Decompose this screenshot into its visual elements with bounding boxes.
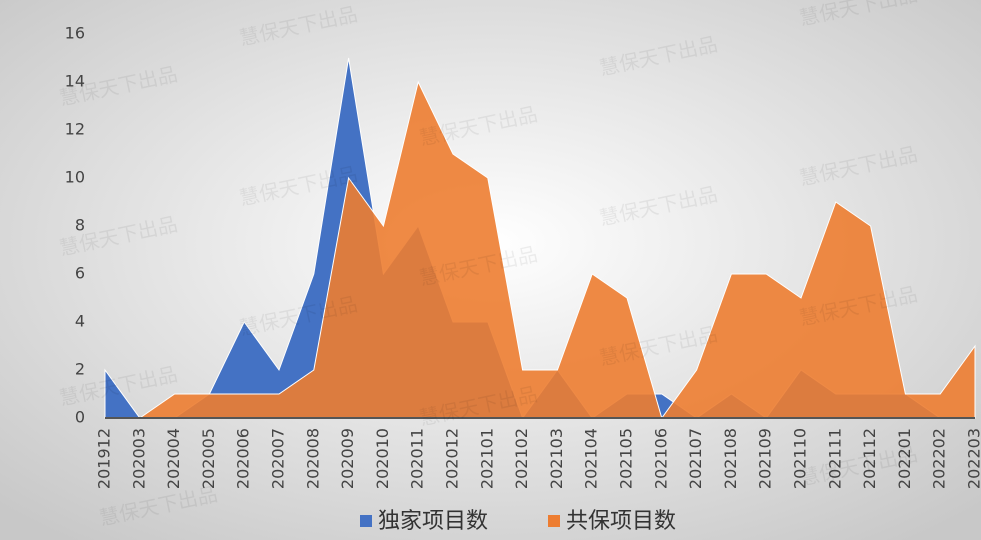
x-tick-label: 202110 [791,428,810,489]
x-tick-label: 202111 [825,428,844,489]
x-tick-label: 202112 [860,428,879,489]
x-tick-label: 202006 [234,428,253,489]
y-tick-label: 12 [65,120,85,139]
y-tick-label: 6 [75,264,85,283]
x-tick-label: 202008 [303,428,322,489]
y-tick-label: 4 [75,312,85,331]
y-tick-label: 16 [65,24,85,43]
y-tick-label: 14 [65,72,85,91]
legend-label: 共保项目数 [566,509,676,534]
x-tick-label: 202106 [651,428,670,489]
legend-swatch [548,515,560,527]
x-tick-label: 202103 [547,428,566,489]
x-tick-label: 202004 [164,428,183,489]
legend-swatch [360,515,372,527]
x-tick-label: 202108 [721,428,740,489]
x-tick-label: 202109 [756,428,775,489]
y-tick-label: 8 [75,216,85,235]
area [105,80,976,420]
x-tick-label: 202007 [269,428,288,489]
x-tick-label: 202009 [338,428,357,489]
y-tick-label: 2 [75,360,85,379]
x-tick-label: 202012 [443,428,462,489]
legend-label: 独家项目数 [378,509,488,534]
x-tick-label: 202201 [895,428,914,489]
x-tick-label: 202010 [373,428,392,489]
x-tick-label: 202107 [686,428,705,489]
x-tick-label: 202102 [512,428,531,489]
x-tick-label: 202003 [129,428,148,489]
x-tick-label: 202202 [930,428,949,489]
x-tick-label: 202105 [617,428,636,489]
x-tick-label: 201912 [95,428,114,489]
x-tick-label: 202203 [965,428,981,489]
x-tick-label: 202005 [199,428,218,489]
x-tick-label: 202011 [408,428,427,489]
y-tick-label: 0 [75,408,85,427]
x-tick-label: 202101 [477,428,496,489]
x-tick-label: 202104 [582,428,601,489]
y-tick-label: 10 [65,168,85,187]
